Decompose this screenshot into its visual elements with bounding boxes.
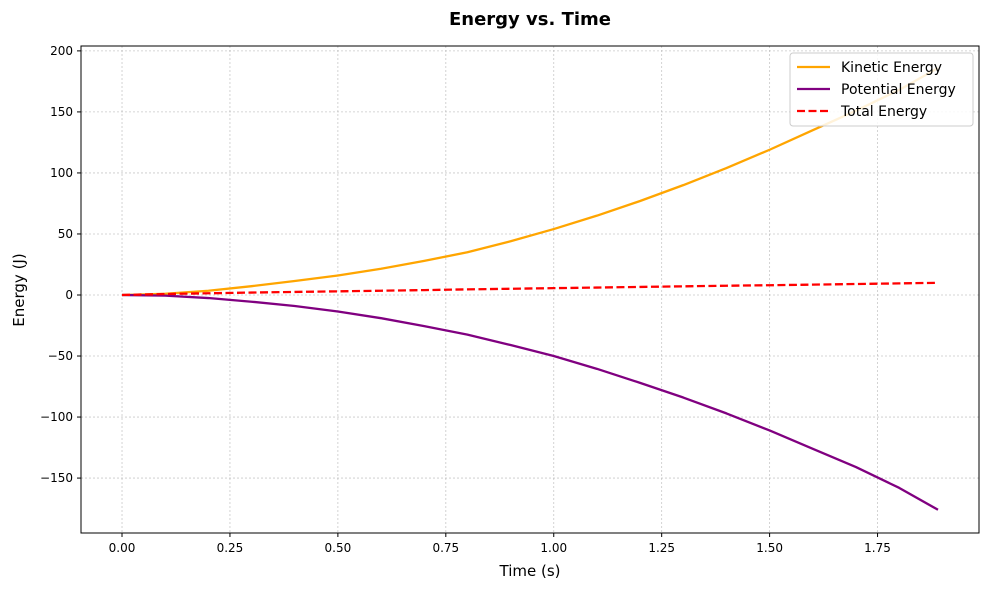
legend-label-potential-energy: Potential Energy [841, 82, 956, 98]
legend: Kinetic Energy Potential Energy Total Ener… [789, 52, 974, 127]
series-lines [121, 66, 939, 511]
x-tick-label: 1.50 [756, 541, 783, 555]
series-line-kinetic-energy [121, 66, 939, 297]
y-tick-label: 50 [58, 227, 73, 241]
series-line-potential-energy [121, 293, 939, 511]
y-axis-title: Energy (J) [10, 253, 28, 326]
x-tick-label: 1.75 [864, 541, 891, 555]
x-tick-label: 0.75 [432, 541, 459, 555]
chart-title: Energy vs. Time [449, 9, 611, 30]
y-tick-label: −150 [40, 471, 73, 485]
y-tick-label: 200 [50, 44, 73, 58]
x-tick-label: 0.00 [109, 541, 136, 555]
ticks: 0.00 0.25 0.50 0.75 1.00 1.25 1.50 1.75 −150 −100… [40, 44, 891, 555]
legend-box [789, 52, 974, 127]
series-line-total-energy [121, 281, 939, 297]
x-tick-label: 1.00 [540, 541, 567, 555]
y-tick-label: −50 [48, 349, 73, 363]
plot-frame [80, 45, 980, 534]
x-axis-title: Time (s) [499, 562, 561, 580]
y-tick-label: 150 [50, 105, 73, 119]
legend-label-total-energy: Total Energy [840, 104, 927, 120]
y-tick-label: 0 [65, 288, 73, 302]
grid [81, 46, 979, 533]
legend-items: Kinetic Energy Potential Energy Total Ener… [797, 60, 956, 120]
y-tick-label: −100 [40, 410, 73, 424]
legend-label-kinetic-energy: Kinetic Energy [841, 60, 942, 76]
y-tick-label: 100 [50, 166, 73, 180]
x-tick-label: 0.50 [325, 541, 352, 555]
x-tick-label: 1.25 [648, 541, 675, 555]
x-tick-label: 0.25 [217, 541, 244, 555]
